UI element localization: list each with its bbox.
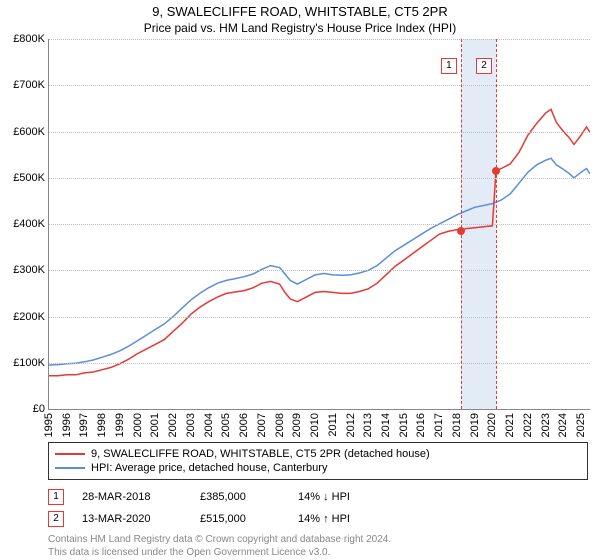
chart-container: 9, SWALECLIFFE ROAD, WHITSTABLE, CT5 2PR…: [0, 0, 600, 560]
series-price-paid: [49, 109, 590, 375]
event-vertical-line: [496, 39, 497, 409]
xtick-label: 2002: [167, 413, 179, 437]
ytick-label: £100K: [13, 357, 45, 369]
xtick-label: 2020: [486, 413, 498, 437]
chart-footer: Contains HM Land Registry data © Crown c…: [48, 534, 588, 559]
legend-label-1: 9, SWALECLIFFE ROAD, WHITSTABLE, CT5 2PR…: [91, 448, 430, 460]
event-marker-2: 2: [48, 511, 64, 527]
legend-row: 9, SWALECLIFFE ROAD, WHITSTABLE, CT5 2PR…: [55, 447, 581, 461]
ytick-label: £800K: [13, 33, 45, 45]
legend-row: HPI: Average price, detached house, Cant…: [55, 461, 581, 475]
xtick-label: 2013: [362, 413, 374, 437]
event-diff-1: 14% ↓ HPI: [298, 491, 388, 503]
event-row: 2 13-MAR-2020 £515,000 14% ↑ HPI: [48, 508, 588, 530]
footer-line-1: Contains HM Land Registry data © Crown c…: [48, 534, 588, 547]
gridline: [49, 85, 590, 86]
xtick-label: 2005: [220, 413, 232, 437]
xtick-label: 2010: [309, 413, 321, 437]
chart-plot-area: £0£100K£200K£300K£400K£500K£600K£700K£80…: [48, 39, 590, 410]
xtick-label: 2016: [415, 413, 427, 437]
events-table: 1 28-MAR-2018 £385,000 14% ↓ HPI 2 13-MA…: [48, 486, 588, 530]
xtick-label: 2006: [238, 413, 250, 437]
legend-swatch-1: [55, 453, 85, 455]
event-row: 1 28-MAR-2018 £385,000 14% ↓ HPI: [48, 486, 588, 508]
xtick-label: 2025: [575, 413, 587, 437]
ytick-label: £200K: [13, 311, 45, 323]
xtick-label: 2024: [557, 413, 569, 437]
xtick-label: 2018: [451, 413, 463, 437]
event-marker-1: 1: [48, 489, 64, 505]
xtick-label: 2015: [398, 413, 410, 437]
xtick-label: 1995: [43, 413, 55, 437]
chart-event-point: [492, 167, 500, 175]
gridline: [49, 363, 590, 364]
gridline: [49, 224, 590, 225]
xtick-label: 2022: [522, 413, 534, 437]
xtick-label: 2023: [540, 413, 552, 437]
xtick-label: 1997: [78, 413, 90, 437]
footer-line-2: This data is licensed under the Open Gov…: [48, 547, 588, 560]
ytick-label: £700K: [13, 79, 45, 91]
xtick-label: 1996: [61, 413, 73, 437]
event-diff-2: 14% ↑ HPI: [298, 513, 388, 525]
xtick-label: 2001: [149, 413, 161, 437]
ytick-label: £300K: [13, 264, 45, 276]
xtick-label: 2012: [345, 413, 357, 437]
xtick-label: 2017: [433, 413, 445, 437]
series-hpi: [49, 158, 590, 365]
xtick-label: 2007: [256, 413, 268, 437]
event-vertical-line: [461, 39, 462, 409]
xtick-label: 2021: [504, 413, 516, 437]
xtick-label: 2008: [274, 413, 286, 437]
xtick-label: 2003: [185, 413, 197, 437]
xtick-label: 1999: [114, 413, 126, 437]
chart-legend: 9, SWALECLIFFE ROAD, WHITSTABLE, CT5 2PR…: [48, 442, 588, 480]
legend-swatch-2: [55, 467, 85, 469]
chart-title: 9, SWALECLIFFE ROAD, WHITSTABLE, CT5 2PR: [0, 0, 600, 19]
chart-event-marker-box: 2: [476, 58, 492, 74]
xtick-label: 2019: [469, 413, 481, 437]
event-date-1: 28-MAR-2018: [82, 491, 182, 503]
event-date-2: 13-MAR-2020: [82, 513, 182, 525]
gridline: [49, 178, 590, 179]
ytick-label: £600K: [13, 126, 45, 138]
event-price-1: £385,000: [200, 491, 280, 503]
xtick-label: 2014: [380, 413, 392, 437]
gridline: [49, 39, 590, 40]
xtick-label: 2004: [203, 413, 215, 437]
chart-event-marker-box: 1: [441, 58, 457, 74]
gridline: [49, 270, 590, 271]
xtick-label: 1998: [96, 413, 108, 437]
legend-label-2: HPI: Average price, detached house, Cant…: [91, 462, 327, 474]
event-price-2: £515,000: [200, 513, 280, 525]
gridline: [49, 132, 590, 133]
gridline: [49, 317, 590, 318]
ytick-label: £500K: [13, 172, 45, 184]
chart-event-point: [457, 227, 465, 235]
xtick-label: 2009: [291, 413, 303, 437]
ytick-label: £400K: [13, 218, 45, 230]
xtick-label: 2000: [132, 413, 144, 437]
xtick-label: 2011: [327, 413, 339, 437]
chart-subtitle: Price paid vs. HM Land Registry's House …: [0, 19, 600, 39]
